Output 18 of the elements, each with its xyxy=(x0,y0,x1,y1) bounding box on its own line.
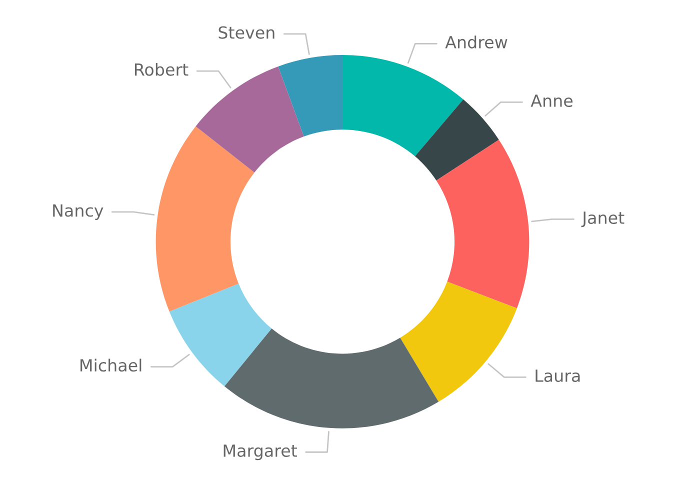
donut-slice xyxy=(436,140,530,308)
donut-slice xyxy=(414,99,499,180)
slice-label: Robert xyxy=(135,62,188,76)
slice-label: Nancy xyxy=(53,204,104,220)
donut-slice xyxy=(342,55,464,156)
slice-label: Laura xyxy=(536,370,580,382)
slice-label: Margaret xyxy=(224,444,297,460)
donut-slice xyxy=(224,328,439,428)
slice-label: Michael xyxy=(80,358,142,372)
slice-label: Steven xyxy=(218,26,274,39)
donut-slice xyxy=(278,55,342,137)
donut-slice xyxy=(400,282,517,402)
slice-label: Janet xyxy=(581,212,624,228)
donut-slice xyxy=(169,284,272,386)
donut-slice xyxy=(156,126,254,312)
slice-label: Anne xyxy=(530,94,573,108)
donut-slice xyxy=(196,66,304,172)
slice-label: Andrew xyxy=(445,36,508,48)
